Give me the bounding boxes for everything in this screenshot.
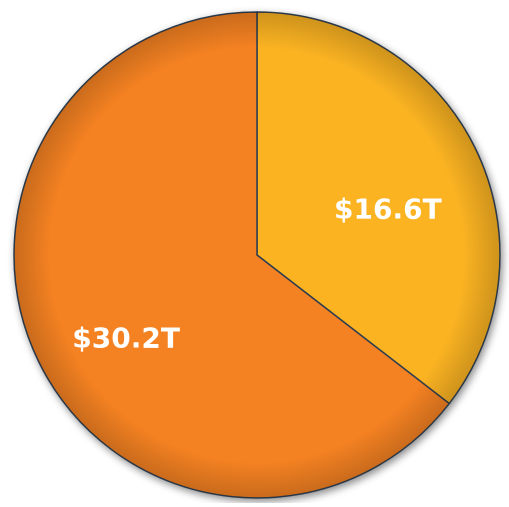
data-label: $16.6T [334, 193, 442, 226]
pie [13, 11, 501, 499]
data-label: $30.2T [72, 321, 180, 354]
